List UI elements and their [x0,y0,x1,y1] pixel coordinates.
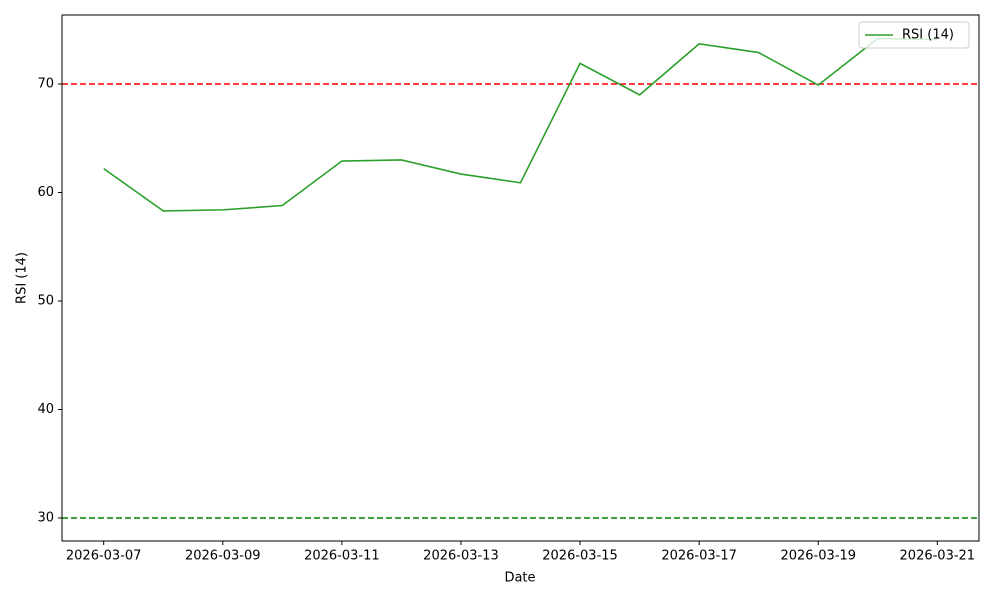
x-axis-label: Date [504,571,535,586]
y-tick-label: 30 [37,510,54,525]
x-tick-label: 2026-03-15 [542,549,618,564]
legend-label: RSI (14) [902,28,954,43]
plot-frame [61,14,980,542]
x-tick-label: 2026-03-11 [304,549,380,564]
line-series [103,37,938,212]
legend-box [858,21,970,49]
x-tick-label: 2026-03-13 [423,549,499,564]
y-tick-label: 60 [37,185,54,200]
y-tick-label: 70 [37,77,54,92]
x-tick-label: 2026-03-09 [185,549,261,564]
y-axis-label: RSI (14) [15,252,30,304]
x-tick-label: 2026-03-07 [66,549,142,564]
y-tick-label: 50 [37,294,54,309]
x-tick-label: 2026-03-21 [900,549,976,564]
x-tick-label: 2026-03-19 [780,549,856,564]
x-tick-label: 2026-03-17 [661,549,737,564]
y-tick-label: 40 [37,402,54,417]
